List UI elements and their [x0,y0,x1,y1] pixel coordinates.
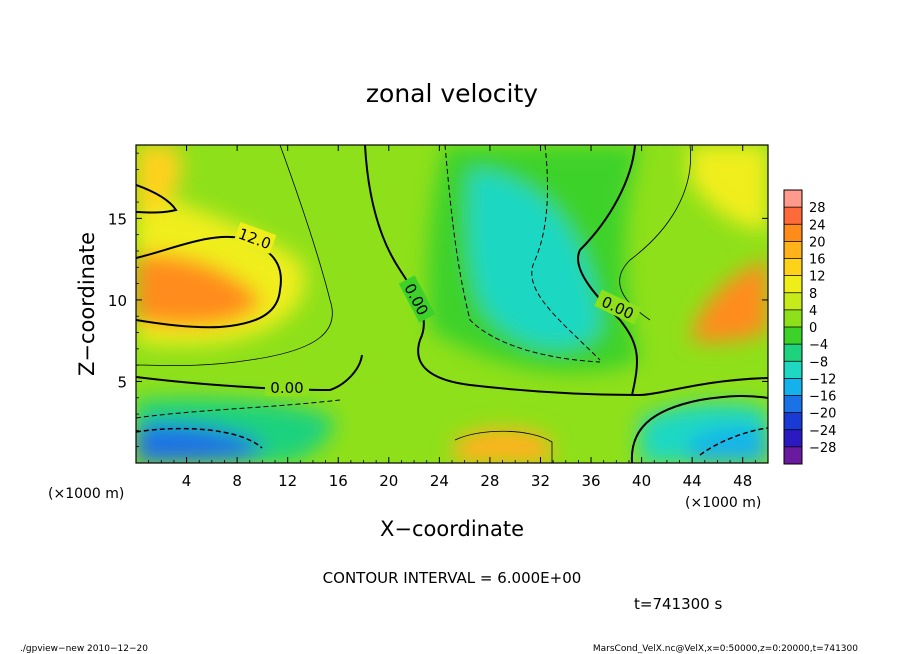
contour-lines [136,145,768,463]
colorbar-label: −20 [809,407,836,422]
contour-6-thin-right [619,145,692,321]
x-tick-label: 48 [733,472,752,490]
colorbar-swatch [784,292,802,311]
contour-12 [136,235,282,329]
contour-label-bg [233,222,277,254]
colorbar-label: −8 [809,355,828,370]
colorbar-swatch [784,207,802,225]
contour-12-topleft [136,184,178,214]
negative-core-center [469,170,600,348]
colorbar-label: 12 [809,270,826,285]
colorbar-swatch [784,378,802,396]
contour-neg6-center [444,145,601,363]
colorbar-label: −24 [809,424,836,439]
time-stamp: t=741300 s [634,595,722,613]
colorbar-swatch [784,309,802,328]
colorbar-swatch [784,412,802,431]
negative-core-bottom-right [690,427,768,463]
contour-neg6-left [136,399,341,419]
colorbar: 28 24 20 16 12 8 4 0 −4 −8 −12 −16 −20 −24 −28 [783,189,836,465]
contour-zero-center [364,145,768,397]
x-tick-label: 28 [480,472,499,490]
colorbar-swatch [784,429,802,448]
positive-right-upper [690,145,768,230]
colorbar-label: −12 [809,372,836,387]
contour-zero-right [577,145,638,396]
x-axis-label: X−coordinate [380,517,524,541]
positive-core-left [136,254,262,327]
footer-left: ./gpview−new 2010−12−20 [20,644,148,654]
colorbar-label: 16 [809,253,826,268]
plot-area: 12.0 0.00 0.00 0.00 [136,145,768,463]
colorbar-label: 20 [809,235,826,250]
colorbar-swatch [784,224,802,242]
x-tick-label: 4 [182,472,192,490]
colorbar-label: 0 [809,321,817,336]
colorbar-swatch [784,395,802,414]
contour-interval-note: CONTOUR INTERVAL = 6.000E+00 [323,569,582,587]
colorbar-label: −28 [809,441,836,456]
contour-6-thin-bottom [454,430,553,463]
velocity-field [136,145,768,463]
colorbar-label: −16 [809,390,836,405]
colorbar-swatch [784,327,802,345]
contour-label-bg [594,289,642,325]
contour-label-bg [265,378,309,396]
chart-title: zonal velocity [366,79,538,108]
colorbar-label: 24 [809,218,826,233]
contour-6-thin [136,145,333,366]
colorbar-swatch [784,275,802,294]
x-tick-label: 16 [329,472,348,490]
x-tick-label: 44 [683,472,702,490]
colorbar-label: 4 [809,304,817,319]
positive-bottom-center [455,428,552,463]
x-tick-label: 36 [581,472,600,490]
colorbar-label: −4 [809,338,828,353]
x-axis-unit: (×1000 m) [685,495,761,511]
x-tick-label: 24 [430,472,449,490]
colorbar-label: 28 [809,201,826,216]
colorbar-swatch [784,446,802,465]
contour-label-bg [398,275,436,323]
x-tick-label: 8 [232,472,242,490]
y-tick-label: 15 [108,210,127,228]
contour-neg12-bottom-right [699,427,768,456]
colorbar-swatch [784,190,802,208]
contour-label-group: 12.0 0.00 0.00 0.00 [233,222,642,397]
x-axis: 4 8 12 16 20 24 28 32 36 40 44 48 [148,145,756,490]
colorbar-swatch [784,241,802,259]
contour-zero-bottom [630,394,768,463]
y-axis-label: Z−coordinate [75,232,99,376]
colorbar-swatch [784,361,802,379]
y-axis: 5 10 15 [108,152,768,448]
contour-neg6-center-right [531,145,601,361]
positive-right [690,260,768,342]
contour-label-zero-lower: 0.00 [270,379,303,397]
positive-top-left [136,145,182,215]
x-tick-label: 40 [632,472,651,490]
colorbar-swatch [784,344,802,362]
x-tick-label: 32 [531,472,550,490]
y-tick-label: 10 [108,292,127,310]
y-tick-label: 5 [117,373,127,391]
y-axis-unit: (×1000 m) [48,486,124,502]
x-tick-label: 12 [278,472,297,490]
x-tick-label: 20 [379,472,398,490]
colorbar-label: 8 [809,287,817,302]
colorbar-swatch [784,258,802,277]
footer-right: MarsCond_VelX.nc@VelX,x=0:50000,z=0:2000… [593,644,858,654]
